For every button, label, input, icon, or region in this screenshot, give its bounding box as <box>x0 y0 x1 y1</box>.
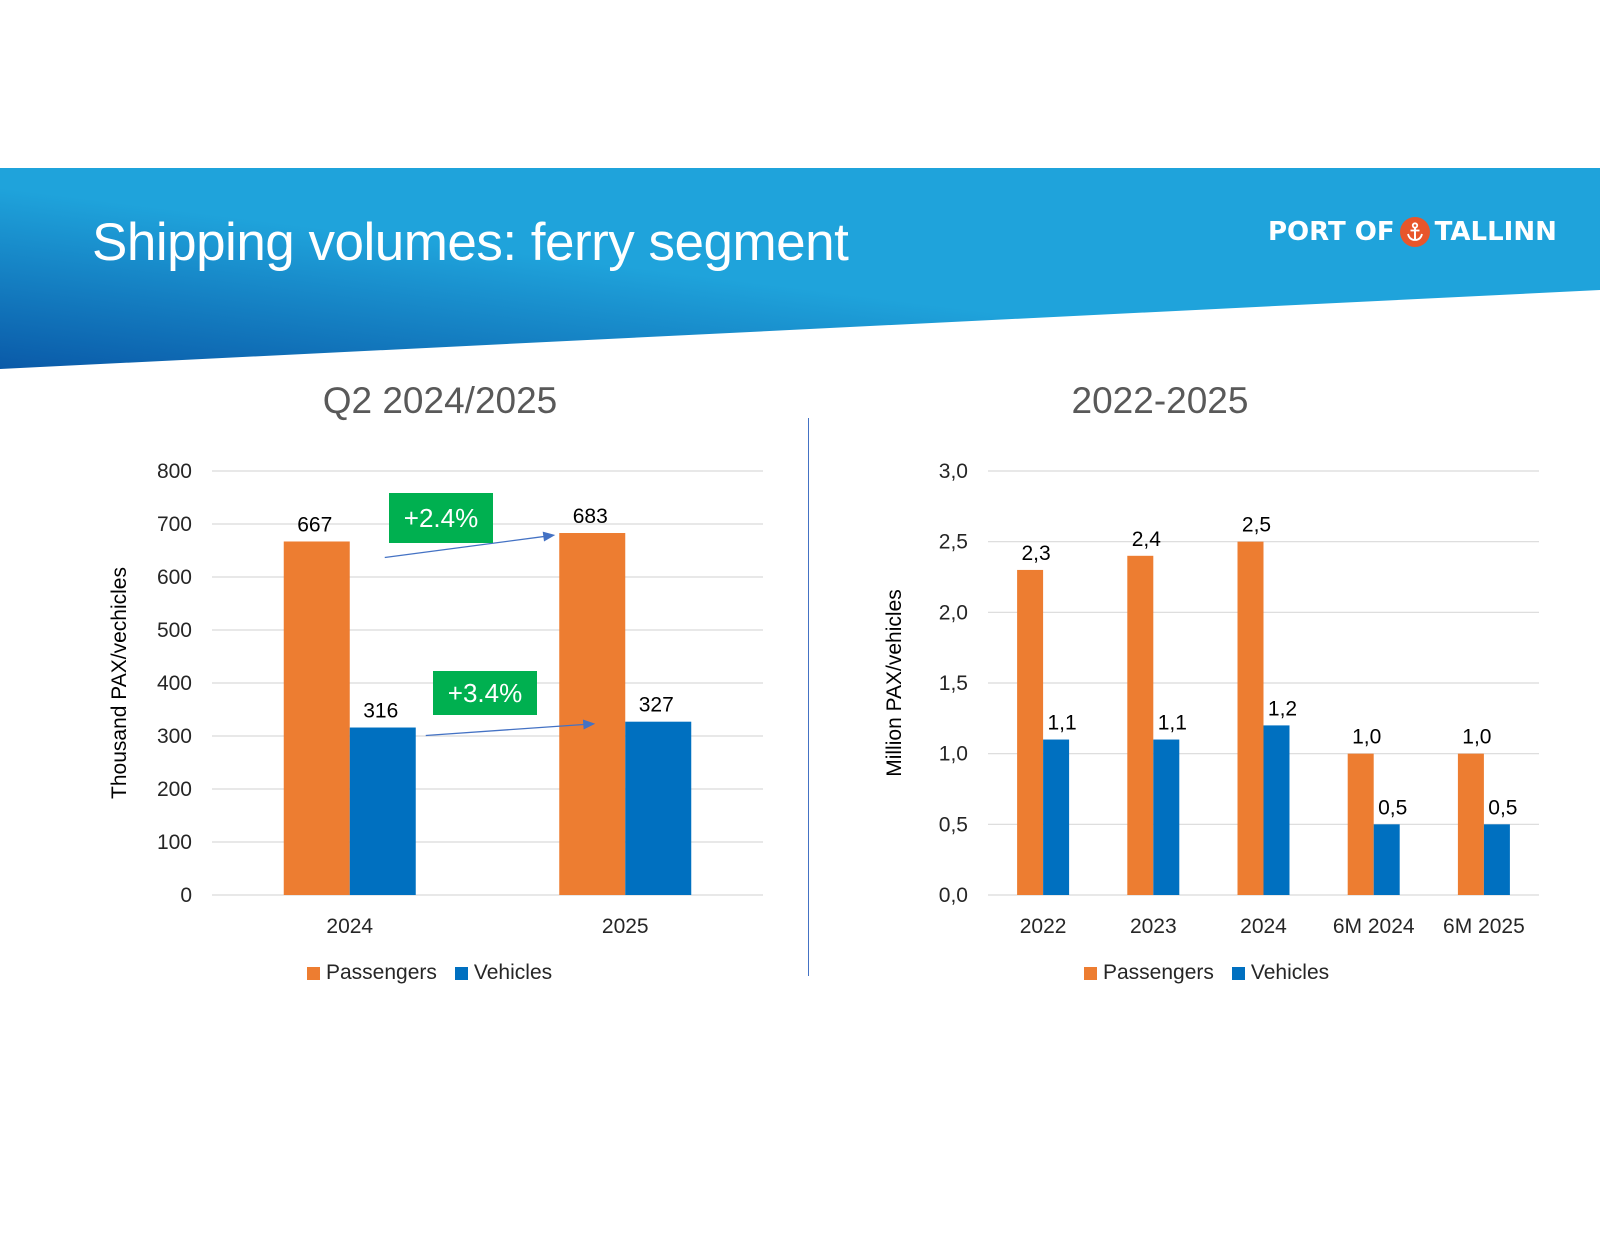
y-tick-label: 1,0 <box>939 743 968 766</box>
passengers-bar <box>1127 555 1154 895</box>
data-label: 683 <box>573 505 608 528</box>
data-label: 0,5 <box>1488 796 1517 819</box>
passengers-swatch <box>1084 966 1097 980</box>
y-tick-label: 0 <box>180 884 192 907</box>
legend-label-vehicles: Vehicles <box>1250 961 1330 984</box>
passengers-bar <box>1347 753 1374 895</box>
passengers-bar <box>1457 753 1484 895</box>
y-tick-label: 0,0 <box>939 884 968 907</box>
y-tick-label: 1,5 <box>939 672 968 695</box>
x-tick-label: 2024 <box>326 915 373 938</box>
legend-label-passengers: Passengers <box>1103 961 1214 984</box>
data-label: 667 <box>297 513 332 536</box>
legend-item-vehicles: Vehicles <box>1231 961 1330 985</box>
passenger-growth-arrow-head <box>542 531 556 542</box>
vehicles-swatch <box>454 966 468 980</box>
data-label: 0,5 <box>1378 796 1407 819</box>
data-label: 1,1 <box>1158 712 1187 735</box>
q2-legend: Passengers Vehicles <box>307 961 552 985</box>
chart-title-annual: 2022-2025 <box>1071 380 1249 421</box>
legend-item-vehicles: Vehicles <box>454 961 553 985</box>
legend-item-passengers: Passengers <box>1084 961 1214 985</box>
annual-legend: Passengers Vehicles <box>1084 961 1329 985</box>
port-of-tallinn-logo: PORT OF TALLINN <box>1268 214 1557 250</box>
passengers-bar <box>559 533 626 895</box>
legend-item-passengers: Passengers <box>307 961 437 985</box>
legend-label-vehicles: Vehicles <box>473 961 553 984</box>
y-axis-title: Million PAX/vehicles <box>883 589 906 777</box>
passengers-bar <box>1237 541 1264 895</box>
banner-shape <box>0 168 1600 369</box>
y-tick-label: 600 <box>157 566 192 589</box>
data-label: 2,4 <box>1132 528 1162 551</box>
y-tick-label: 3,0 <box>939 460 968 483</box>
x-tick-label: 6M 2024 <box>1333 915 1415 938</box>
vehicles-swatch <box>1231 966 1245 980</box>
chart-divider <box>808 418 809 976</box>
data-label: 2,5 <box>1242 514 1271 537</box>
passengers-bar <box>283 541 350 895</box>
data-label: 327 <box>639 694 674 717</box>
vehicles-bar <box>625 721 692 895</box>
logo-text-left: PORT OF <box>1268 217 1395 247</box>
y-tick-label: 0,5 <box>939 813 968 836</box>
data-label: 1,1 <box>1047 712 1076 735</box>
vehicle-growth-arrow <box>425 723 588 737</box>
passengers-swatch <box>307 966 320 980</box>
y-tick-label: 700 <box>157 513 192 536</box>
x-tick-label: 6M 2025 <box>1443 915 1525 938</box>
data-label: 1,2 <box>1268 697 1297 720</box>
x-tick-label: 2023 <box>1130 915 1177 938</box>
y-tick-label: 100 <box>157 831 192 854</box>
passenger-growth-arrow <box>384 535 548 559</box>
y-tick-label: 400 <box>157 672 192 695</box>
y-tick-label: 2,0 <box>939 601 968 624</box>
vehicles-bar <box>1373 824 1400 895</box>
y-tick-label: 500 <box>157 619 192 642</box>
vehicle-growth-arrow-head <box>582 719 596 730</box>
vehicles-bar <box>1263 725 1290 895</box>
y-tick-label: 300 <box>157 725 192 748</box>
data-label: 2,3 <box>1021 542 1050 565</box>
vehicles-bar <box>1043 739 1070 895</box>
data-label: 1,0 <box>1462 726 1491 749</box>
y-axis-title: Thousand PAX/vechicles <box>108 567 131 799</box>
data-label: 316 <box>363 700 398 723</box>
y-tick-label: 800 <box>157 460 192 483</box>
anchor-icon <box>1399 217 1430 247</box>
x-tick-label: 2025 <box>602 915 649 938</box>
chart-title-q2: Q2 2024/2025 <box>322 380 558 421</box>
data-label: 1,0 <box>1352 726 1381 749</box>
y-tick-label: 2,5 <box>939 531 968 554</box>
x-tick-label: 2022 <box>1020 915 1067 938</box>
vehicle-growth-badge: +3.4% <box>433 671 537 715</box>
passengers-bar <box>1017 569 1044 895</box>
vehicles-bar <box>349 727 416 895</box>
passenger-growth-badge: +2.4% <box>389 493 493 543</box>
legend-label-passengers: Passengers <box>326 961 437 984</box>
vehicles-bar <box>1153 739 1180 895</box>
q2-bar-chart: 0 100 200 300 400 500 600 700 800 667 316 2024 683 32… <box>108 460 763 938</box>
logo-text-right: TALLINN <box>1434 217 1557 247</box>
x-tick-label: 2024 <box>1240 915 1287 938</box>
y-tick-label: 200 <box>157 778 192 801</box>
slide-title: Shipping volumes: ferry segment <box>92 213 849 272</box>
vehicles-bar <box>1483 824 1510 895</box>
